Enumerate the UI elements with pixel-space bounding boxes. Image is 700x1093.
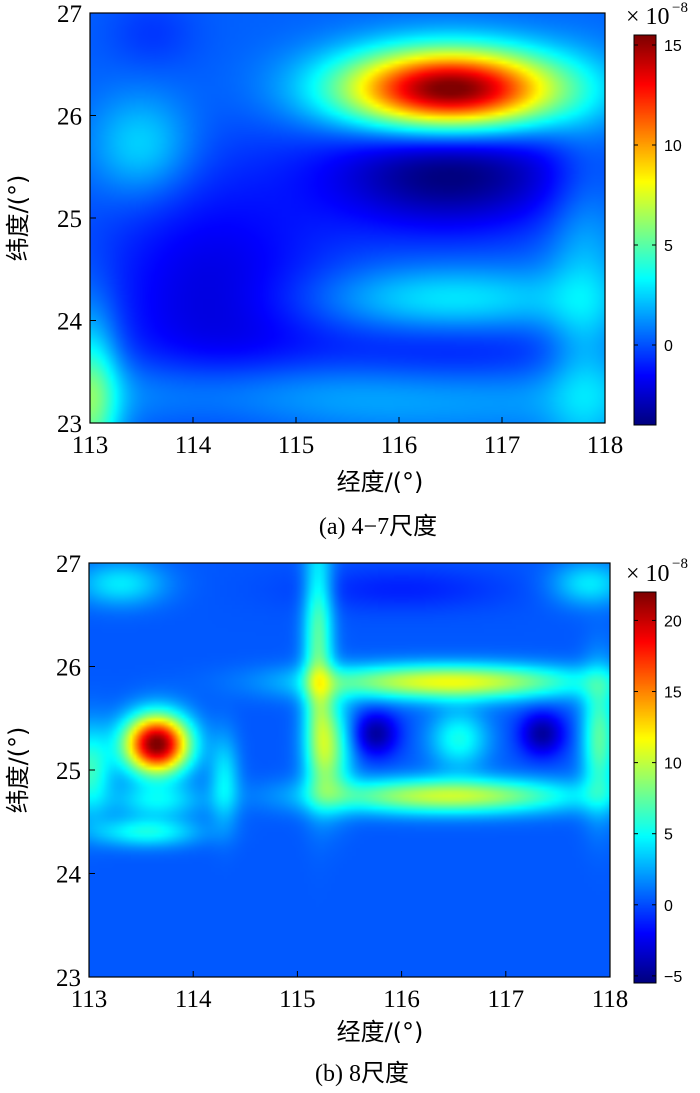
x-axis-label-b: 经度/(°) xyxy=(337,1018,424,1046)
colorbar-tick-label: 10 xyxy=(664,138,682,155)
y-axis-label-b: 纬度/(°) xyxy=(4,727,32,814)
x-tick-labels-a: 113 114 115 116 117 118 xyxy=(72,417,624,459)
x-tick-label: 114 xyxy=(175,432,212,459)
colorbar-tick-label: 5 xyxy=(664,238,673,255)
colorbar-tick-label: 5 xyxy=(664,827,673,844)
y-tick-label: 23 xyxy=(56,965,81,992)
heatmap-panel-a: 113 114 115 116 117 118 23 24 25 26 27 0 5 10 15 × 1… xyxy=(0,0,700,545)
y-axis-label-a: 纬度/(°) xyxy=(4,175,32,262)
x-tick-labels-b: 113 114 115 116 117 118 xyxy=(71,971,629,1013)
caption-a: (a) 4−7尺度 xyxy=(319,513,437,540)
colorbar-tick-label: −5 xyxy=(664,969,682,986)
colorbar-tick-label: 10 xyxy=(664,756,682,773)
colorbar-b-gradient xyxy=(634,592,656,983)
y-tick-labels-a: 23 24 25 26 27 xyxy=(57,1,96,438)
colorbar-a-multiplier: × 10 xyxy=(626,4,670,30)
y-tick-label: 24 xyxy=(56,862,82,889)
colorbar-tick-label: 20 xyxy=(664,613,682,630)
x-tick-label: 116 xyxy=(383,986,420,1013)
caption-b: (b) 8尺度 xyxy=(315,1060,409,1087)
x-axis-label-a: 经度/(°) xyxy=(337,468,424,496)
heatmap-b-field xyxy=(89,563,610,977)
colorbar-b-frame xyxy=(633,591,657,984)
colorbar-b-exponent: −8 xyxy=(672,556,688,572)
heatmap-panel-b: 113 114 115 116 117 118 23 24 25 26 27 −5 0 5 10 15 20… xyxy=(0,548,700,1093)
x-tick-label: 115 xyxy=(279,986,316,1013)
heatmap-a-svg: 113 114 115 116 117 118 23 24 25 26 27 0 5 10 15 × 1… xyxy=(4,0,688,540)
x-tick-label: 117 xyxy=(488,986,525,1013)
colorbar-b-ticks: −5 0 5 10 15 20 xyxy=(634,613,682,986)
x-tick-label: 118 xyxy=(592,986,629,1013)
x-tick-label: 115 xyxy=(278,432,315,459)
y-tick-label: 26 xyxy=(56,655,81,682)
colorbar-a-frame xyxy=(633,34,657,426)
x-tick-label: 116 xyxy=(381,432,418,459)
y-tick-label: 24 xyxy=(57,309,83,336)
x-tick-label: 114 xyxy=(175,986,212,1013)
y-tick-label: 26 xyxy=(57,104,82,131)
y-tick-label: 25 xyxy=(57,206,82,233)
heatmap-b-svg: 113 114 115 116 117 118 23 24 25 26 27 −5 0 5 10 15 20… xyxy=(4,551,688,1087)
y-tick-labels-b: 23 24 25 26 27 xyxy=(56,551,95,992)
colorbar-a-gradient xyxy=(634,35,656,425)
colorbar-a-exponent: −8 xyxy=(672,0,688,16)
colorbar-tick-label: 0 xyxy=(664,898,673,915)
y-tick-label: 27 xyxy=(56,551,81,578)
x-tick-label: 113 xyxy=(72,432,109,459)
colorbar-tick-label: 15 xyxy=(664,38,682,55)
x-tick-label: 118 xyxy=(587,432,624,459)
colorbar-tick-label: 0 xyxy=(664,338,673,355)
colorbar-tick-label: 15 xyxy=(664,685,682,702)
x-tick-label: 113 xyxy=(71,986,108,1013)
y-tick-label: 23 xyxy=(57,411,82,438)
colorbar-b-multiplier: × 10 xyxy=(626,561,670,587)
colorbar-a-ticks: 0 5 10 15 xyxy=(634,38,682,355)
y-tick-label: 27 xyxy=(57,1,82,28)
y-tick-label: 25 xyxy=(56,758,81,785)
heatmap-a-field xyxy=(90,13,605,423)
x-tick-label: 117 xyxy=(484,432,521,459)
